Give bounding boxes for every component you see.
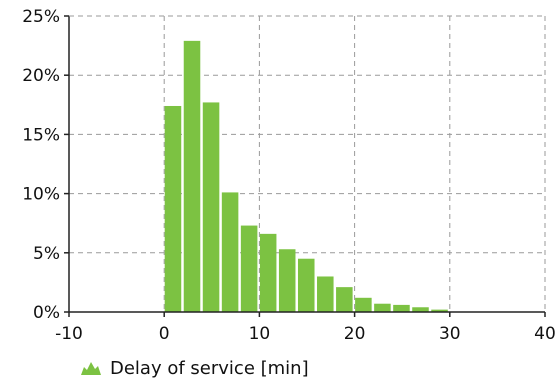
histogram-bar [374, 303, 391, 312]
histogram-bar [259, 233, 277, 312]
histogram-bar [164, 105, 182, 312]
histogram-bar [297, 258, 315, 312]
histogram-bar [183, 40, 201, 312]
x-tick-label: 40 [534, 324, 556, 344]
histogram-bar [240, 225, 258, 312]
y-tick-label: 25% [22, 7, 60, 27]
x-tick-label: 0 [159, 324, 170, 344]
x-tick-label: 10 [249, 324, 271, 344]
axes [64, 15, 546, 317]
histogram-bar [336, 287, 353, 312]
bars [164, 40, 448, 312]
histogram-bar [278, 249, 296, 312]
histogram-bar [412, 307, 429, 312]
area-chart-icon [81, 362, 101, 375]
y-tick-label: 5% [33, 244, 60, 264]
histogram-bar [431, 309, 448, 312]
histogram-bar [202, 102, 220, 312]
histogram-bar [355, 297, 372, 312]
x-tick-label: 20 [344, 324, 366, 344]
tick-labels: -10 0 10 20 30 40 0% 5% 10% 15% 20% 25% [22, 7, 556, 344]
x-tick-label: -10 [55, 324, 83, 344]
y-tick-label: 20% [22, 66, 60, 86]
legend: Delay of service [min] [80, 355, 309, 381]
y-tick-label: 15% [22, 125, 60, 145]
histogram-bar [317, 276, 334, 312]
grid-lines [69, 16, 545, 312]
y-tick-label: 10% [22, 185, 60, 205]
x-tick-label: 30 [439, 324, 461, 344]
legend-label: Delay of service [min] [110, 357, 309, 379]
histogram-bar [393, 304, 410, 312]
histogram-bar [221, 192, 239, 312]
y-tick-label: 0% [33, 303, 60, 323]
